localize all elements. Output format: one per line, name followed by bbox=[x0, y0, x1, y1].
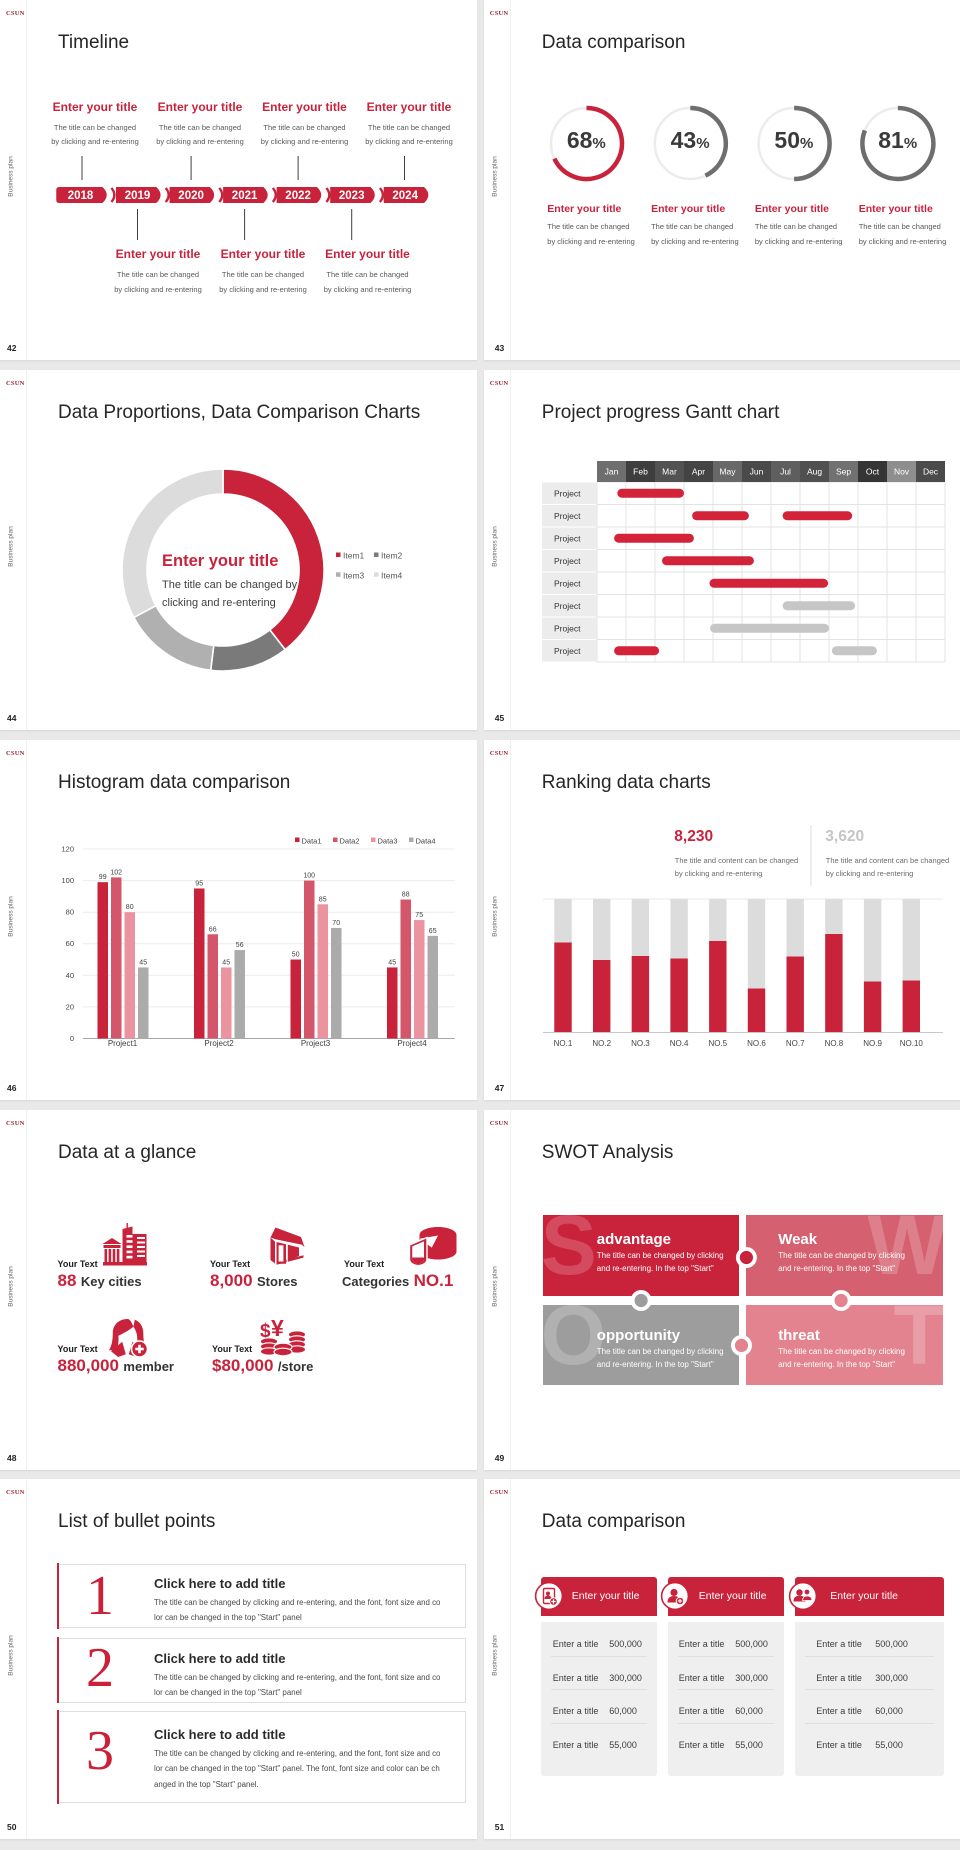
svg-text:NO.1: NO.1 bbox=[553, 1039, 572, 1048]
svg-text:Aug: Aug bbox=[807, 467, 822, 477]
svg-text:Mar: Mar bbox=[662, 467, 677, 477]
svg-text:Project: Project bbox=[554, 556, 581, 566]
svg-text:Item1: Item1 bbox=[343, 551, 365, 561]
svg-text:NO.4: NO.4 bbox=[670, 1039, 689, 1048]
svg-text:40: 40 bbox=[66, 971, 74, 980]
svg-text:Project2: Project2 bbox=[204, 1039, 234, 1048]
svg-text:Jun: Jun bbox=[749, 467, 763, 477]
svg-text:45: 45 bbox=[222, 959, 230, 966]
svg-text:Project: Project bbox=[554, 534, 581, 544]
svg-text:Project: Project bbox=[554, 579, 581, 589]
svg-text:Apr: Apr bbox=[692, 467, 705, 477]
svg-text:NO.8: NO.8 bbox=[824, 1039, 843, 1048]
svg-text:2023: 2023 bbox=[339, 190, 365, 202]
svg-text:NO.2: NO.2 bbox=[592, 1039, 611, 1048]
svg-text:20: 20 bbox=[66, 1002, 74, 1011]
svg-text:99: 99 bbox=[99, 874, 107, 881]
svg-text:May: May bbox=[719, 467, 736, 477]
svg-text:Project: Project bbox=[554, 511, 581, 521]
svg-text:80: 80 bbox=[126, 904, 134, 911]
svg-text:56: 56 bbox=[236, 942, 244, 949]
svg-text:2019: 2019 bbox=[125, 190, 151, 202]
svg-text:Project4: Project4 bbox=[397, 1039, 427, 1048]
svg-text:80: 80 bbox=[66, 908, 74, 917]
svg-text:Project: Project bbox=[554, 489, 581, 499]
svg-text:NO.6: NO.6 bbox=[747, 1039, 766, 1048]
svg-text:120: 120 bbox=[61, 845, 74, 854]
svg-text:Project: Project bbox=[554, 624, 581, 634]
svg-text:NO.3: NO.3 bbox=[631, 1039, 650, 1048]
svg-text:2022: 2022 bbox=[285, 190, 311, 202]
svg-text:Data1: Data1 bbox=[302, 837, 322, 846]
svg-text:NO.5: NO.5 bbox=[708, 1039, 727, 1048]
svg-text:Sep: Sep bbox=[836, 467, 851, 477]
svg-text:$: $ bbox=[260, 1321, 271, 1342]
svg-text:Data2: Data2 bbox=[340, 837, 360, 846]
svg-text:75: 75 bbox=[415, 912, 423, 919]
svg-text:102: 102 bbox=[110, 869, 122, 876]
svg-text:Project3: Project3 bbox=[301, 1039, 331, 1048]
svg-text:Project: Project bbox=[554, 646, 581, 656]
svg-text:Item4: Item4 bbox=[381, 570, 403, 580]
svg-text:Data4: Data4 bbox=[416, 837, 436, 846]
svg-text:Data3: Data3 bbox=[378, 837, 398, 846]
svg-text:45: 45 bbox=[388, 959, 396, 966]
svg-text:Oct: Oct bbox=[866, 467, 880, 477]
svg-text:Project: Project bbox=[554, 601, 581, 611]
svg-text:¥: ¥ bbox=[271, 1320, 284, 1341]
svg-text:100: 100 bbox=[61, 876, 74, 885]
svg-text:Jan: Jan bbox=[604, 467, 618, 477]
svg-text:0: 0 bbox=[70, 1034, 74, 1043]
svg-text:Item3: Item3 bbox=[343, 570, 365, 580]
svg-text:66: 66 bbox=[209, 926, 217, 933]
svg-text:70: 70 bbox=[332, 920, 340, 927]
svg-text:NO.7: NO.7 bbox=[786, 1039, 805, 1048]
svg-text:65: 65 bbox=[429, 928, 437, 935]
svg-text:NO.9: NO.9 bbox=[863, 1039, 882, 1048]
svg-text:2018: 2018 bbox=[68, 190, 94, 202]
svg-text:Dec: Dec bbox=[923, 467, 939, 477]
svg-text:Item2: Item2 bbox=[381, 551, 403, 561]
svg-text:2020: 2020 bbox=[178, 190, 204, 202]
svg-text:Jul: Jul bbox=[780, 467, 791, 477]
svg-text:NO.10: NO.10 bbox=[900, 1039, 924, 1048]
svg-text:100: 100 bbox=[303, 873, 315, 880]
svg-text:95: 95 bbox=[195, 881, 203, 888]
svg-text:88: 88 bbox=[402, 892, 410, 899]
svg-text:60: 60 bbox=[66, 939, 74, 948]
svg-text:2021: 2021 bbox=[232, 190, 258, 202]
svg-text:50: 50 bbox=[292, 952, 300, 959]
svg-text:Feb: Feb bbox=[633, 467, 648, 477]
svg-text:85: 85 bbox=[319, 896, 327, 903]
svg-text:45: 45 bbox=[139, 959, 147, 966]
svg-text:Project1: Project1 bbox=[108, 1039, 138, 1048]
svg-text:2024: 2024 bbox=[392, 190, 418, 202]
svg-text:Nov: Nov bbox=[894, 467, 910, 477]
